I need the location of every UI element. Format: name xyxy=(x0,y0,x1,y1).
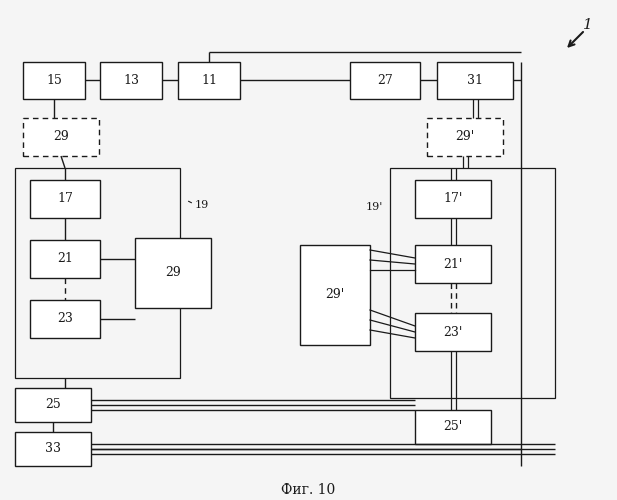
Bar xyxy=(30,180,100,218)
Text: 11: 11 xyxy=(201,74,217,87)
Bar xyxy=(427,118,503,156)
Text: 21: 21 xyxy=(57,252,73,266)
Text: 17: 17 xyxy=(57,192,73,205)
Bar xyxy=(30,300,100,338)
Text: 23: 23 xyxy=(57,312,73,326)
Text: 25: 25 xyxy=(45,398,61,411)
Text: Фиг. 10: Фиг. 10 xyxy=(281,483,335,497)
Text: 27: 27 xyxy=(377,74,393,87)
Bar xyxy=(415,313,491,351)
Bar xyxy=(350,62,420,99)
Text: 23': 23' xyxy=(443,326,463,338)
Text: 25': 25' xyxy=(444,420,463,434)
Text: 31: 31 xyxy=(467,74,483,87)
Bar xyxy=(100,62,162,99)
Text: 29: 29 xyxy=(53,130,69,143)
Text: 19': 19' xyxy=(366,202,383,212)
Text: 19: 19 xyxy=(195,200,209,210)
Bar xyxy=(15,388,91,422)
Bar xyxy=(23,118,99,156)
Bar xyxy=(415,245,491,283)
Text: 1: 1 xyxy=(583,18,593,32)
Bar xyxy=(415,180,491,218)
Bar xyxy=(15,432,91,466)
Text: 21': 21' xyxy=(443,258,463,270)
Text: 29': 29' xyxy=(325,288,345,302)
Text: 17': 17' xyxy=(443,192,463,205)
Bar xyxy=(23,62,85,99)
Bar xyxy=(178,62,240,99)
Text: 29: 29 xyxy=(165,266,181,280)
Bar xyxy=(390,168,555,398)
Text: 33: 33 xyxy=(45,442,61,456)
Text: 13: 13 xyxy=(123,74,139,87)
Text: 15: 15 xyxy=(46,74,62,87)
Bar xyxy=(300,245,370,345)
Bar xyxy=(15,168,180,378)
Bar xyxy=(135,238,211,308)
Bar xyxy=(437,62,513,99)
Text: 29': 29' xyxy=(455,130,474,143)
Bar xyxy=(415,410,491,444)
Bar xyxy=(30,240,100,278)
